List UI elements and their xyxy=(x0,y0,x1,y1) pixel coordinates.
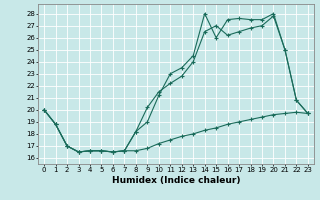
X-axis label: Humidex (Indice chaleur): Humidex (Indice chaleur) xyxy=(112,176,240,185)
